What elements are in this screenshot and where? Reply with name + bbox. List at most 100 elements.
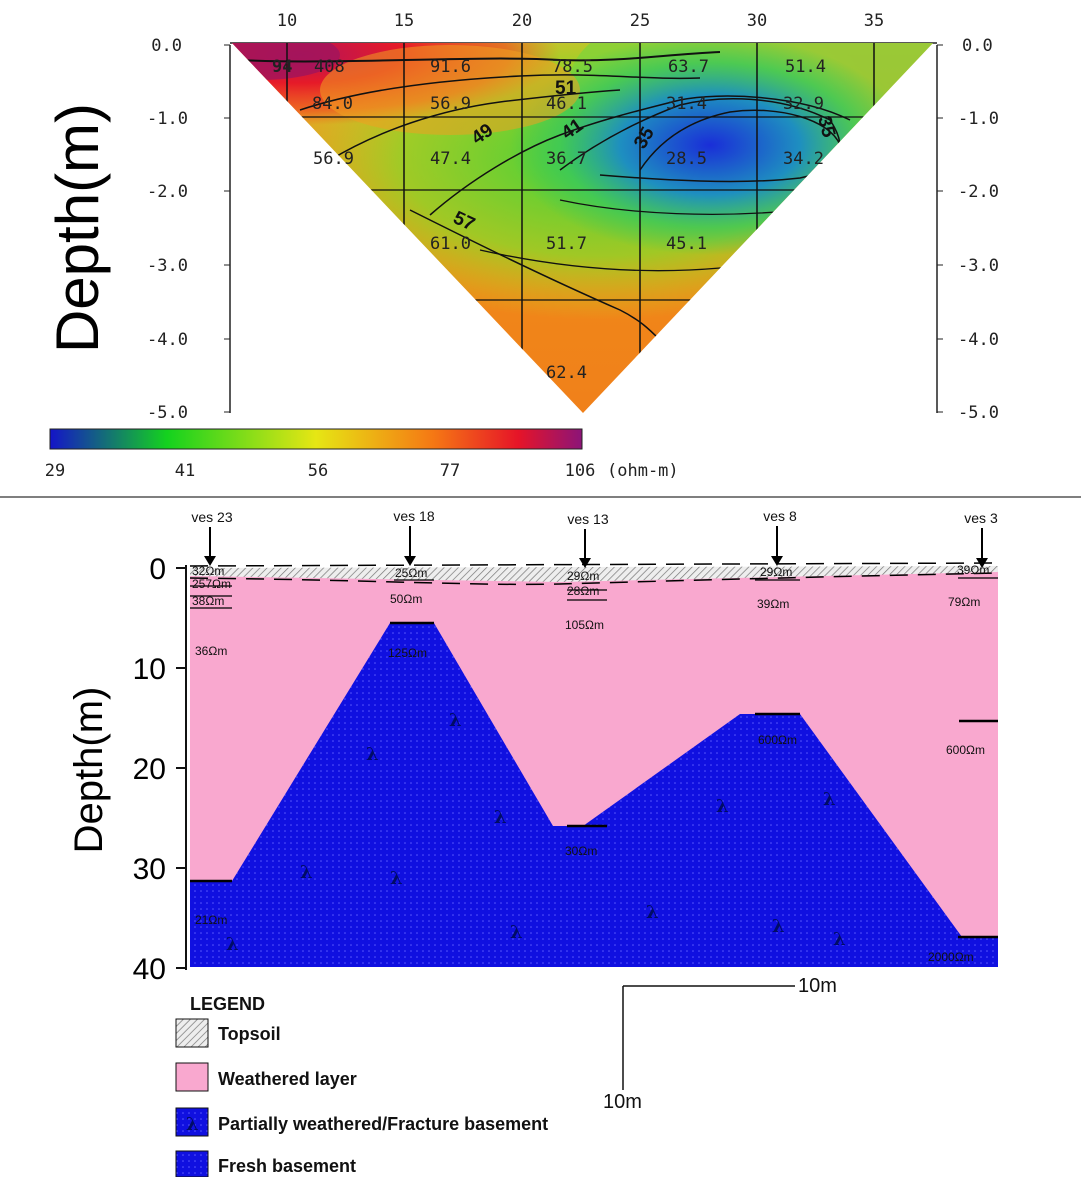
- resistivity-label: 125Ωm: [388, 646, 427, 660]
- value-label: 51.4: [785, 57, 826, 77]
- x-tick-label: 10: [277, 11, 297, 31]
- x-axis-ticks: 10 15 20 25 30 35: [277, 11, 884, 31]
- value-label: 63.7: [668, 57, 709, 77]
- fracture-symbol: λ: [833, 929, 846, 950]
- geoelectric-section: 0 10 20 30 40 Depth(m) ves 23: [67, 508, 999, 1177]
- legend-item-label: Fresh basement: [218, 1156, 356, 1176]
- resistivity-label: 600Ωm: [946, 743, 985, 757]
- fracture-symbol: λ: [646, 902, 659, 923]
- y-tick-label: 0: [149, 553, 166, 586]
- topsoil-layer: [190, 566, 998, 582]
- value-label: 46.1: [546, 94, 587, 114]
- fracture-symbol: λ: [390, 868, 403, 889]
- y-tick-label: -5.0: [958, 403, 999, 423]
- value-label: 28.5: [666, 149, 707, 169]
- legend-item-label: Weathered layer: [218, 1069, 357, 1089]
- value-label: 84.0: [312, 94, 353, 114]
- ves-markers: ves 23 ves 18 ves 13 ves 8 ves 3: [191, 508, 998, 568]
- x-tick-label: 20: [512, 11, 532, 31]
- resistivity-fill: [232, 43, 933, 413]
- resistivity-label: 257Ωm: [192, 577, 231, 591]
- value-label: 36.7: [546, 149, 587, 169]
- resistivity-label: 39Ωm: [957, 563, 989, 577]
- resistivity-label: 2000Ωm: [928, 950, 974, 964]
- resistivity-label: 39Ωm: [757, 597, 789, 611]
- y-tick-label: -3.0: [958, 256, 999, 276]
- legend-swatch-fractured: [175, 1107, 209, 1137]
- pseudosection: 94 408 91.6 78.5 63.7 51.4 84.0 56.9 46.…: [44, 11, 999, 481]
- fracture-symbol: λ: [226, 934, 239, 955]
- colorbar: 29 41 56 77 106 (ohm-m): [45, 428, 679, 481]
- scale-bar: 10m 10m: [603, 975, 837, 1113]
- resistivity-label: 79Ωm: [948, 595, 980, 609]
- value-label: 62.4: [546, 363, 587, 383]
- fracture-symbol: λ: [366, 744, 379, 765]
- y-tick-label: 20: [133, 753, 166, 786]
- value-label: 78.5: [552, 57, 593, 77]
- y-tick-label: 0.0: [962, 36, 993, 56]
- fracture-symbol: λ: [494, 807, 507, 828]
- x-tick-label: 35: [864, 11, 884, 31]
- vertical-scale-label: 10m: [603, 1091, 642, 1113]
- y-tick-label: 40: [133, 953, 166, 986]
- y-tick-label: -1.0: [147, 109, 188, 129]
- x-tick-label: 15: [394, 11, 414, 31]
- colorbar-tick: 41: [175, 461, 195, 481]
- fracture-symbol: λ: [449, 710, 462, 731]
- legend-item-label: Partially weathered/Fracture basement: [218, 1114, 548, 1134]
- contour-label: 51: [555, 78, 577, 99]
- resistivity-label: 28Ωm: [567, 584, 599, 598]
- y-axis-ticks-right: 0.0 -1.0 -2.0 -3.0 -4.0 -5.0: [937, 36, 999, 423]
- fracture-symbol: λ: [823, 789, 836, 810]
- colorbar-tick: 77: [440, 461, 460, 481]
- value-label: 45.1: [666, 234, 707, 254]
- value-label: 56.9: [430, 94, 471, 114]
- resistivity-label: 105Ωm: [565, 618, 604, 632]
- legend: LEGEND Topsoil Weathered layer λ Partial…: [175, 994, 548, 1177]
- resistivity-label: 21Ωm: [195, 913, 227, 927]
- value-label: 56.9: [313, 149, 354, 169]
- colorbar-tick: 56: [308, 461, 328, 481]
- horizontal-scale-label: 10m: [798, 975, 837, 997]
- resistivity-label: 30Ωm: [565, 844, 597, 858]
- y-axis-title: Depth(m): [44, 103, 111, 353]
- fracture-symbol: λ: [716, 796, 729, 817]
- y-tick-label: -4.0: [147, 330, 188, 350]
- legend-fracture-symbol: λ: [186, 1114, 199, 1135]
- resistivity-label: 32Ωm: [192, 564, 224, 578]
- resistivity-annotations: 32Ωm 257Ωm 38Ωm 36Ωm 21Ωm 25Ωm 50Ωm 125Ω…: [192, 563, 989, 964]
- resistivity-label: 50Ωm: [390, 592, 422, 606]
- colorbar-gradient: [49, 428, 583, 450]
- resistivity-label: 38Ωm: [192, 594, 224, 608]
- fracture-symbol: λ: [510, 922, 523, 943]
- legend-swatch-weathered: [175, 1062, 209, 1092]
- fracture-symbols: λ λ λ λ λ λ λ λ λ λ λ λ: [226, 710, 846, 955]
- resistivity-values: 94 408 91.6 78.5 63.7 51.4 84.0 56.9 46.…: [272, 57, 826, 383]
- value-label: 61.0: [430, 234, 471, 254]
- y-tick-label: -5.0: [147, 403, 188, 423]
- fracture-symbol: λ: [772, 916, 785, 937]
- x-tick-label: 25: [630, 11, 650, 31]
- y-tick-label: -3.0: [147, 256, 188, 276]
- resistivity-label: 29Ωm: [760, 565, 792, 579]
- y-tick-label: -2.0: [147, 182, 188, 202]
- resistivity-label: 25Ωm: [395, 566, 427, 580]
- resistivity-label: 600Ωm: [758, 733, 797, 747]
- legend-swatch-topsoil: [175, 1018, 209, 1048]
- ves-label: ves 13: [567, 511, 608, 527]
- colorbar-tick: 106: [565, 461, 596, 481]
- value-label: 408: [314, 57, 345, 77]
- legend-item-label: Topsoil: [218, 1024, 281, 1044]
- value-label: 32.9: [783, 94, 824, 114]
- ves-label: ves 18: [393, 508, 434, 524]
- resistivity-label: 36Ωm: [195, 644, 227, 658]
- y-axis-ticks-left: 0.0 -1.0 -2.0 -3.0 -4.0 -5.0: [147, 36, 230, 423]
- value-label: 91.6: [430, 57, 471, 77]
- ves-label: ves 23: [191, 509, 232, 525]
- y-tick-label: -1.0: [958, 109, 999, 129]
- fracture-symbol: λ: [300, 862, 313, 883]
- x-tick-label: 30: [747, 11, 767, 31]
- colorbar-tick: 29: [45, 461, 65, 481]
- section-y-ticks: 0 10 20 30 40: [133, 553, 166, 986]
